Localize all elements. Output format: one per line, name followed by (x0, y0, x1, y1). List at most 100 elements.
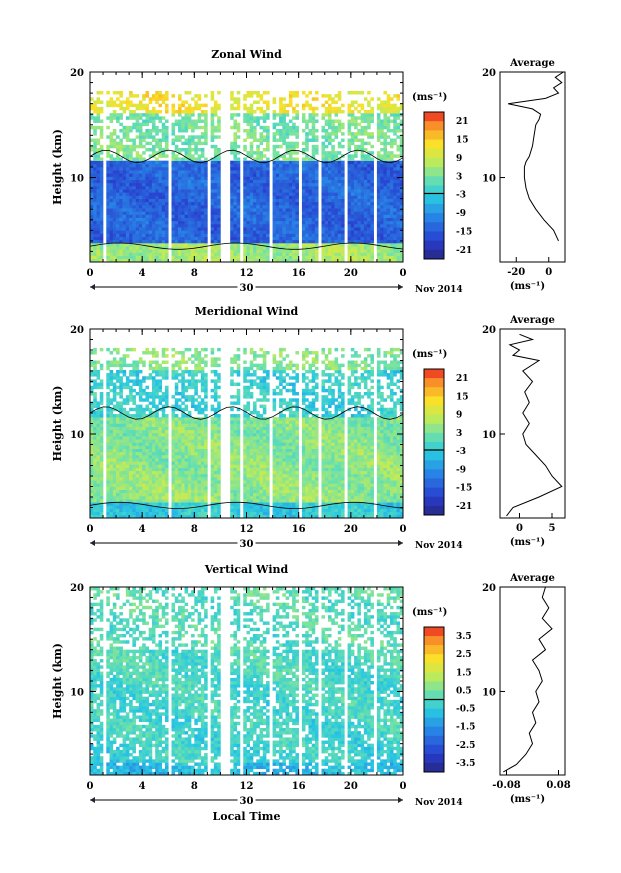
heatmap-cell (354, 211, 358, 215)
heatmap-cell (109, 414, 114, 418)
heatmap-cell (262, 224, 267, 228)
heatmap-cell (308, 163, 313, 168)
heatmap-cell (138, 249, 143, 253)
heatmap-cell (148, 414, 153, 418)
heatmap-cell (129, 499, 133, 503)
heatmap-cell (96, 208, 101, 212)
heatmap-cell (354, 163, 358, 168)
heatmap-cell (253, 167, 257, 171)
heatmap-cell (354, 249, 358, 253)
heatmap-cell (145, 404, 149, 409)
heatmap-cell (106, 186, 110, 190)
heatmap-cell (314, 138, 319, 142)
heatmap-cell (158, 445, 163, 449)
heatmap-cell (96, 160, 101, 165)
heatmap-cell (112, 113, 117, 117)
heatmap-cell (324, 220, 329, 225)
heatmap-cell (399, 103, 404, 108)
heatmap-cell (279, 205, 283, 209)
heatmap-cell (106, 486, 110, 490)
heatmap-cell (138, 473, 143, 478)
heatmap-cell (116, 404, 120, 409)
heatmap-cell (314, 163, 319, 168)
heatmap-cell (135, 211, 140, 215)
heatmap-cell (383, 176, 387, 180)
heatmap-cell (354, 243, 358, 247)
heatmap-cell (194, 100, 198, 104)
heatmap-cell (253, 224, 257, 228)
heatmap-cell (262, 243, 267, 247)
heatmap-cell (266, 230, 270, 234)
heatmap-cell (357, 220, 361, 225)
heatmap-cell (194, 201, 198, 206)
heatmap-cell (262, 230, 267, 234)
heatmap-cell (93, 119, 97, 123)
heatmap-cell (129, 477, 133, 481)
heatmap-cell (399, 167, 404, 171)
heatmap-cell (396, 129, 401, 133)
heatmap-cell (171, 173, 176, 177)
heatmap-cell (138, 116, 143, 120)
heatmap-cell (360, 258, 365, 263)
heatmap-cell (171, 236, 176, 241)
heatmap-cell (161, 198, 166, 203)
heatmap-cell (363, 233, 368, 237)
heatmap-cell (191, 141, 195, 146)
heatmap-cell (334, 186, 339, 190)
heatmap-cell (367, 233, 371, 237)
heatmap-cell (272, 100, 277, 104)
heatmap-cell (138, 483, 143, 487)
heatmap-cell (181, 182, 185, 187)
heatmap-cell (256, 189, 260, 193)
heatmap-cell (116, 170, 120, 174)
heatmap-cell (138, 451, 143, 456)
heatmap-cell (341, 182, 345, 187)
heatmap-cell (370, 179, 374, 184)
heatmap-cell (321, 163, 326, 168)
heatmap-cell (204, 211, 208, 215)
heatmap-cell (93, 514, 97, 519)
heatmap-cell (328, 122, 332, 127)
heatmap-cell (122, 255, 127, 260)
heatmap-cell (217, 151, 221, 155)
heatmap-cell (383, 122, 387, 127)
heatmap-cell (354, 236, 358, 241)
heatmap-cell (109, 398, 114, 402)
heatmap-cell (275, 211, 280, 215)
heatmap-cell (197, 125, 202, 130)
heatmap-cell (125, 455, 130, 459)
heatmap-cell (279, 201, 283, 206)
heatmap-cell (305, 179, 309, 184)
heatmap-cell (132, 103, 136, 108)
heatmap-cell (256, 157, 260, 161)
heatmap-cell (151, 436, 156, 440)
heatmap-cell (191, 195, 195, 199)
heatmap-cell (145, 417, 149, 421)
heatmap-cell (347, 201, 352, 206)
heatmap-cell (106, 401, 110, 405)
heatmap-cell (142, 201, 146, 206)
heatmap-cell (135, 255, 140, 260)
heatmap-cell (93, 192, 97, 196)
heatmap-cell (213, 230, 218, 234)
heatmap-cell (311, 255, 316, 260)
heatmap-cell (178, 186, 182, 190)
heatmap-cell (288, 258, 293, 263)
colorbar-segment (424, 185, 444, 196)
heatmap-cell (99, 448, 104, 453)
heatmap-cell (383, 227, 387, 231)
heatmap-cell (155, 132, 159, 136)
heatmap-cell (138, 205, 143, 209)
heatmap-cell (259, 106, 264, 111)
heatmap-cell (341, 144, 345, 149)
heatmap-cell (305, 167, 309, 171)
heatmap-cell (138, 195, 143, 199)
heatmap-cell (210, 195, 215, 199)
heatmap-cell (99, 426, 104, 431)
heatmap-cell (347, 255, 352, 260)
heatmap-cell (341, 160, 345, 165)
heatmap-cell (256, 236, 260, 241)
heatmap-cell (334, 233, 339, 237)
heatmap-cell (106, 116, 110, 120)
heatmap-cell (308, 233, 313, 237)
